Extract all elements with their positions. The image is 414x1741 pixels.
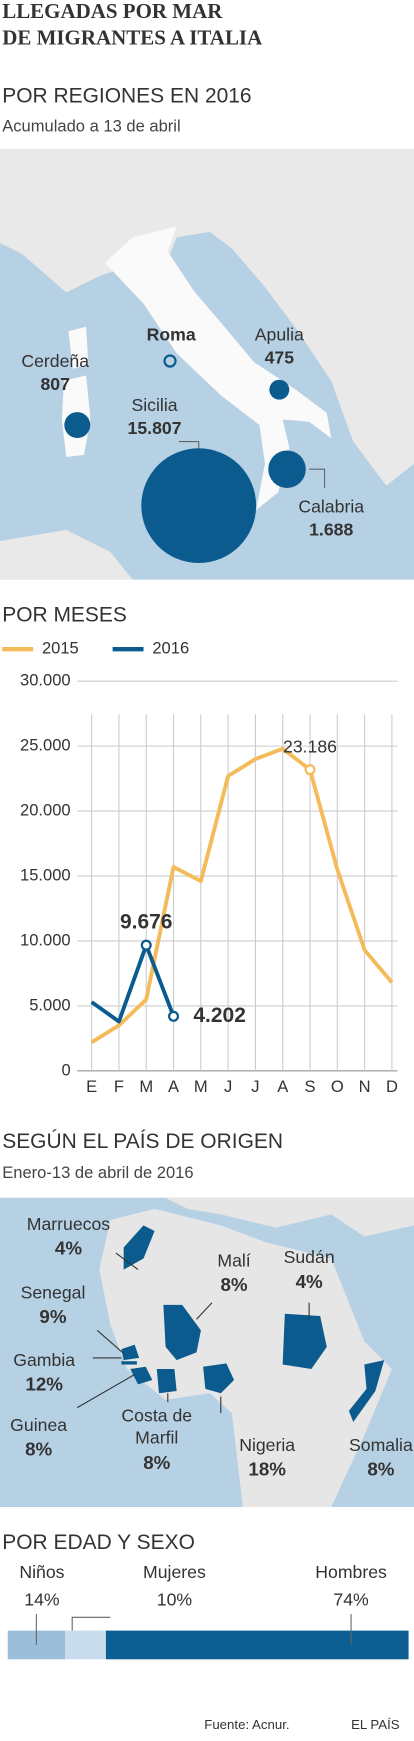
age-bar-segment [105,1630,409,1660]
section-title: POR EDAD Y SEXO [2,1531,195,1554]
section-subtitle: Enero-13 de abril de 2016 [2,1163,193,1182]
section-title: POR REGIONES EN 2016 [2,85,251,108]
y-tick-label: 5.000 [29,995,70,1014]
y-tick-label: 30.000 [20,671,71,690]
age-bar-segment [64,1630,106,1660]
country-name: Senegal [21,1283,86,1303]
age-label: Hombres [315,1562,387,1582]
data-label: 4.202 [193,1004,245,1027]
region-name: Sicilia [131,395,177,415]
capital-label: Roma [147,324,196,344]
section-subtitle: Acumulado a 13 de abril [2,116,180,135]
leader-line [71,1616,111,1631]
x-tick-label: N [359,1077,371,1096]
source: Fuente: Acnur. [204,1717,289,1732]
age-label: Niños [19,1562,64,1582]
country-value: 4% [296,1271,323,1292]
series-line [90,943,176,1024]
title-line: LLEGADAS POR MAR [2,0,223,23]
x-tick-label: O [331,1077,344,1096]
country-name: Guinea [10,1415,67,1435]
country-value: 9% [39,1306,66,1327]
age-value: 10% [157,1589,193,1609]
country-name: Malí [217,1251,250,1271]
country-value: 8% [25,1439,52,1460]
y-tick-label: 0 [61,1060,70,1079]
country-name: Somalia [349,1435,413,1455]
region-bubble [268,450,306,488]
data-label: 23.186 [283,736,337,756]
country-name: Nigeria [239,1435,295,1455]
region-name: Cerdeña [21,351,89,371]
y-tick-label: 20.000 [20,800,71,819]
brand: EL PAÍS [351,1717,400,1732]
country-value: 8% [143,1452,170,1473]
italy-map [0,149,414,580]
x-tick-label: M [139,1077,153,1096]
region-bubble [269,379,290,400]
series-line [90,746,394,1044]
x-tick-label: M [194,1077,208,1096]
x-tick-label: E [86,1077,97,1096]
country-name: Marruecos [27,1214,111,1234]
data-label: 9.676 [120,911,172,934]
x-tick-label: J [224,1077,232,1096]
x-tick-label: F [114,1077,124,1096]
x-tick-label: S [304,1077,315,1096]
point-marker [140,939,152,951]
age-value: 14% [24,1589,60,1609]
region-name: Calabria [298,497,364,517]
age-value: 74% [333,1589,369,1609]
region-value: 807 [40,374,70,394]
legend-label: 2016 [152,639,189,658]
country-name: Costa de Marfil [121,1405,192,1447]
y-tick-label: 10.000 [20,930,71,949]
point-marker [168,1010,180,1022]
x-tick-label: A [277,1077,288,1096]
country-name: Sudán [284,1247,335,1267]
country-value: 18% [248,1458,286,1479]
country-value: 4% [55,1238,82,1259]
region-bubble [141,448,257,564]
x-tick-label: A [168,1077,179,1096]
point-marker [304,764,316,776]
region-name: Apulia [255,324,304,344]
legend-label: 2015 [42,639,79,658]
chart-title: POR MESES [2,604,127,627]
y-tick-label: 25.000 [20,735,71,754]
region-value: 1.688 [309,520,353,540]
section-title: SEGÚN EL PAÍS DE ORIGEN [2,1130,283,1153]
country-value: 12% [25,1373,63,1394]
x-tick-label: J [251,1077,259,1096]
age-label: Mujeres [143,1562,206,1582]
country-value: 8% [367,1458,394,1479]
x-tick-label: D [386,1077,398,1096]
y-tick-label: 15.000 [20,865,71,884]
country-value: 8% [220,1274,247,1295]
africa-map [0,1197,414,1507]
country-name: Gambia [13,1350,75,1370]
title-line: DE MIGRANTES A ITALIA [2,26,262,50]
region-value: 15.807 [128,418,182,438]
region-value: 475 [265,347,295,367]
region-bubble [64,412,91,439]
